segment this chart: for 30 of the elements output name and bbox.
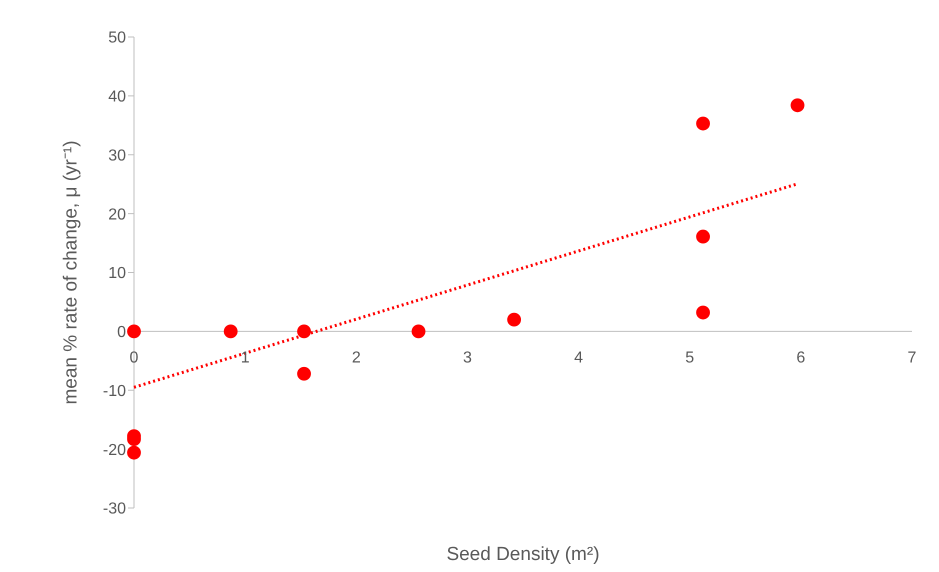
y-tick-label: 40 [108, 88, 126, 106]
y-tick-label: -20 [102, 442, 126, 459]
y-tick-label: -30 [102, 500, 126, 518]
point [224, 324, 238, 338]
y-tick-label: 30 [108, 147, 126, 164]
point [507, 312, 522, 326]
x-tick-label: 3 [462, 350, 472, 367]
point [790, 98, 804, 112]
y-tick-label: 10 [108, 265, 126, 282]
point [127, 446, 141, 460]
y-tick-label: 0 [117, 324, 126, 342]
x-tick-label: 7 [908, 350, 917, 367]
x-axis-title: Seed Density (m²) [446, 544, 600, 565]
y-tick-label: 20 [108, 206, 126, 224]
y-axis-title: mean % rate of change, μ (yr⁻¹) [60, 140, 82, 405]
y-tick-label: 50 [108, 30, 126, 47]
x-tick-label: 0 [130, 350, 139, 367]
y-tick-label: -10 [102, 382, 126, 400]
x-tick-label: 5 [685, 350, 694, 367]
point [297, 324, 311, 338]
point [696, 116, 710, 130]
x-tick-label: 6 [796, 350, 806, 367]
point [297, 366, 311, 381]
x-tick-label: 1 [240, 350, 250, 367]
x-tick-label: 2 [352, 350, 361, 367]
x-tick-label: 4 [574, 350, 584, 367]
point [412, 324, 426, 338]
point [696, 230, 710, 244]
point [696, 306, 710, 320]
point [127, 324, 141, 338]
